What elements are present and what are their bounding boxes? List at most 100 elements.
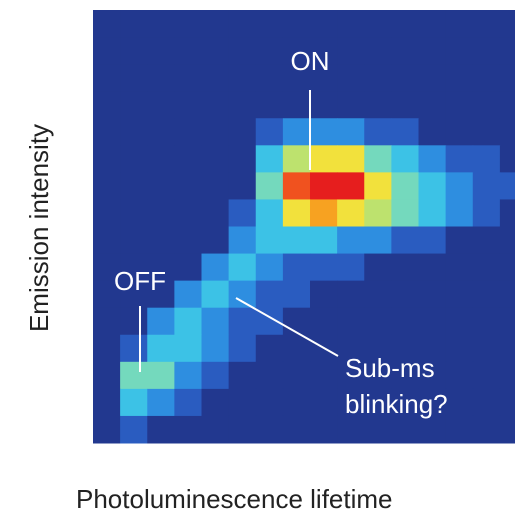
heatmap-cell	[93, 10, 121, 38]
heatmap-cell	[310, 118, 338, 146]
heatmap-cell	[147, 280, 175, 309]
heatmap-cell	[391, 361, 419, 390]
heatmap-cell	[418, 91, 447, 119]
heatmap-cell	[472, 172, 501, 200]
heatmap-cell	[310, 388, 338, 417]
heatmap-cell	[255, 334, 284, 363]
heatmap-cell	[174, 415, 202, 444]
heatmap-cell	[282, 361, 311, 390]
heatmap-cell	[147, 361, 175, 390]
heatmap-cell	[391, 415, 419, 444]
heatmap-cell	[282, 91, 311, 119]
heatmap-cell	[391, 91, 419, 119]
heatmap-cell	[174, 91, 202, 119]
heatmap-cell	[201, 388, 230, 417]
heatmap-cell	[255, 118, 284, 146]
heatmap-cell	[174, 10, 202, 38]
heatmap-cell	[472, 199, 501, 227]
heatmap-cell	[391, 37, 419, 65]
heatmap-cell	[364, 172, 392, 200]
heatmap-cell	[337, 226, 365, 255]
heatmap-cell	[147, 226, 175, 255]
heatmap-cell	[472, 226, 501, 255]
heatmap-cell	[310, 307, 338, 336]
heatmap-cell	[472, 10, 501, 38]
heatmap-cell	[310, 10, 338, 38]
heatmap-cell	[337, 10, 365, 38]
heatmap-cell	[174, 199, 202, 227]
heatmap-cell	[147, 172, 175, 200]
heatmap-cell	[201, 172, 230, 200]
heatmap-cell	[201, 280, 230, 309]
heatmap-cell	[201, 145, 230, 173]
heatmap-cell	[418, 334, 447, 363]
heatmap-cell	[391, 388, 419, 417]
heatmap-cell	[391, 307, 419, 336]
heatmap-cell	[174, 37, 202, 65]
heatmap-cell	[147, 64, 175, 92]
heatmap-cell	[445, 145, 474, 173]
heatmap-cell	[445, 91, 474, 119]
heatmap-cell	[228, 64, 257, 92]
heatmap-cell	[310, 253, 338, 282]
heatmap-cell	[364, 118, 392, 146]
heatmap-cell	[228, 10, 257, 38]
heatmap-cell	[364, 37, 392, 65]
heatmap-cell	[418, 226, 447, 255]
heatmap-cell	[120, 199, 148, 227]
heatmap-cell	[364, 10, 392, 38]
heatmap-cell	[93, 37, 121, 65]
heatmap-cell	[228, 91, 257, 119]
heatmap-cell	[228, 199, 257, 227]
heatmap-cell	[201, 415, 230, 444]
heatmap-cell	[445, 415, 474, 444]
heatmap-cell	[418, 307, 447, 336]
heatmap-cell	[174, 361, 202, 390]
heatmap-cell	[337, 334, 365, 363]
heatmap-cell	[364, 334, 392, 363]
heatmap-cell	[147, 91, 175, 119]
heatmap-cell	[93, 415, 121, 444]
heatmap-cell	[364, 91, 392, 119]
heatmap-cell	[418, 64, 447, 92]
heatmap-cell	[445, 361, 474, 390]
heatmap	[93, 10, 515, 444]
heatmap-cell	[499, 280, 515, 309]
heatmap-cell	[499, 64, 515, 92]
heatmap-cell	[337, 361, 365, 390]
heatmap-cell	[310, 226, 338, 255]
heatmap-cell	[337, 37, 365, 65]
heatmap-cell	[499, 307, 515, 336]
heatmap-cell	[255, 361, 284, 390]
heatmap-cell	[120, 91, 148, 119]
heatmap-cell	[337, 415, 365, 444]
heatmap-cell	[255, 280, 284, 309]
heatmap-cell	[147, 199, 175, 227]
heatmap-cell	[120, 118, 148, 146]
heatmap-cell	[391, 280, 419, 309]
heatmap-cell	[93, 64, 121, 92]
heatmap-cell	[472, 307, 501, 336]
heatmap-cell	[228, 172, 257, 200]
heatmap-cell	[93, 361, 121, 390]
heatmap-cell	[310, 172, 338, 200]
heatmap-cell	[310, 361, 338, 390]
heatmap-cell	[93, 118, 121, 146]
heatmap-cell	[282, 64, 311, 92]
heatmap-cell	[174, 253, 202, 282]
heatmap-cell	[445, 64, 474, 92]
heatmap-cell	[364, 415, 392, 444]
heatmap-cell	[445, 226, 474, 255]
heatmap-cell	[93, 280, 121, 309]
heatmap-cell	[472, 415, 501, 444]
heatmap-cell	[472, 37, 501, 65]
heatmap-cell	[255, 388, 284, 417]
heatmap-cell	[391, 145, 419, 173]
y-axis-label: Emission intensity	[24, 124, 54, 332]
heatmap-cell	[147, 415, 175, 444]
heatmap-cell	[418, 361, 447, 390]
heatmap-cell	[364, 64, 392, 92]
heatmap-cell	[499, 118, 515, 146]
heatmap-cell	[174, 226, 202, 255]
heatmap-cell	[472, 118, 501, 146]
